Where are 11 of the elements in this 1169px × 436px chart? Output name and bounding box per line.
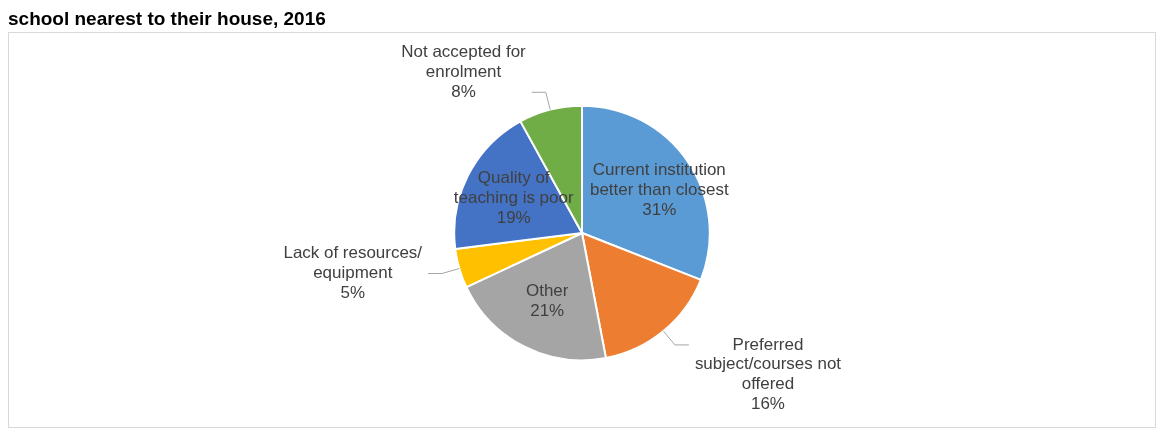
slice-label: Preferred subject/courses not offered bbox=[694, 334, 842, 394]
data-label: 31% bbox=[642, 199, 677, 219]
chart-title: school nearest to their house, 2016 bbox=[8, 8, 327, 30]
slice-label: Other bbox=[525, 280, 569, 300]
slice-label: Lack of resources/ equipment bbox=[283, 243, 423, 283]
data-label: 21% bbox=[530, 300, 565, 320]
data-label: 5% bbox=[340, 283, 366, 303]
slice-label: Not accepted for enrolment bbox=[401, 42, 527, 82]
data-label: 16% bbox=[750, 394, 785, 414]
data-label: 19% bbox=[496, 207, 531, 227]
data-label: 8% bbox=[451, 81, 476, 101]
